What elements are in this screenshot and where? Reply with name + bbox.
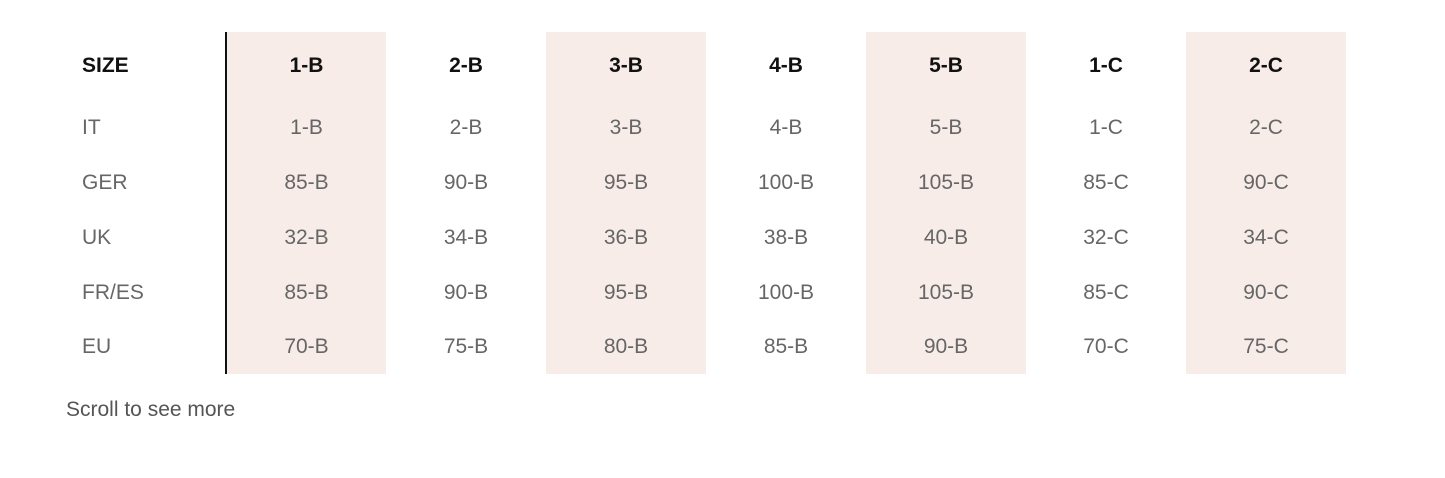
header-size-1-b: 1-B (226, 32, 386, 100)
header-size-5-b: 5-B (866, 32, 1026, 100)
table-cell: 80-B (546, 320, 706, 374)
table-cell: 34-B (443, 225, 489, 249)
table-cell: 40-B (866, 210, 1026, 265)
table-row-it: IT 1-B 2-B 3-B 4-B 5-B 1-C 2-C (66, 100, 1346, 155)
table-row-eu: EU 70-B 75-B 80-B 85-B 90-B 70-C 75-C (66, 320, 1346, 374)
header-size-4-b: 4-B (769, 54, 803, 77)
table-cell: 100-B (757, 280, 815, 304)
table-cell: 32-C (1083, 225, 1129, 249)
table-cell: 85-C (1083, 170, 1129, 194)
table-cell: 5-B (866, 100, 1026, 155)
table-cell: 90-B (443, 170, 489, 194)
table-cell: 2-B (449, 115, 483, 139)
header-size-2-b: 2-B (449, 54, 483, 77)
table-row-ger: GER 85-B 90-B 95-B 100-B 105-B 85-C 90-C (66, 155, 1346, 210)
table-cell: 85-B (226, 265, 386, 320)
table-cell: 36-B (546, 210, 706, 265)
table-cell: 3-B (546, 100, 706, 155)
row-label-ger: GER (66, 155, 227, 210)
size-chart-table: SIZE 1-B 2-B 3-B 4-B 5-B 1-C 2-C IT 1-B … (66, 32, 1346, 374)
table-header-row: SIZE 1-B 2-B 3-B 4-B 5-B 1-C 2-C (66, 32, 1346, 100)
table-cell: 95-B (546, 155, 706, 210)
row-label-it: IT (66, 100, 227, 155)
size-table-scroll-container[interactable]: SIZE 1-B 2-B 3-B 4-B 5-B 1-C 2-C IT 1-B … (66, 32, 1346, 374)
table-cell: 70-C (1083, 335, 1129, 358)
table-cell: 75-C (1186, 320, 1346, 374)
table-cell: 34-C (1186, 210, 1346, 265)
header-size-2-c: 2-C (1186, 32, 1346, 100)
table-cell: 85-B (226, 155, 386, 210)
table-cell: 2-C (1186, 100, 1346, 155)
table-cell: 38-B (763, 225, 809, 249)
row-label-fr-es: FR/ES (66, 265, 227, 320)
table-cell: 32-B (226, 210, 386, 265)
header-size-3-b: 3-B (546, 32, 706, 100)
row-label-eu: EU (66, 320, 227, 374)
table-row-uk: UK 32-B 34-B 36-B 38-B 40-B 32-C 34-C (66, 210, 1346, 265)
header-label-size: SIZE (66, 32, 227, 100)
table-cell: 75-B (443, 335, 489, 358)
table-cell: 70-B (226, 320, 386, 374)
table-cell: 90-B (443, 280, 489, 304)
table-cell: 90-B (866, 320, 1026, 374)
table-cell: 4-B (769, 115, 803, 139)
table-cell: 85-B (763, 335, 809, 358)
row-label-uk: UK (66, 210, 227, 265)
table-cell: 105-B (866, 155, 1026, 210)
table-row-fr-es: FR/ES 85-B 90-B 95-B 100-B 105-B 85-C 90… (66, 265, 1346, 320)
header-size-1-c: 1-C (1089, 54, 1123, 77)
table-cell: 105-B (866, 265, 1026, 320)
table-cell: 85-C (1083, 280, 1129, 304)
table-cell: 100-B (757, 170, 815, 194)
scroll-hint-text: Scroll to see more (66, 398, 236, 421)
table-cell: 1-B (226, 100, 386, 155)
table-cell: 1-C (1089, 115, 1123, 139)
table-cell: 90-C (1186, 265, 1346, 320)
table-cell: 90-C (1186, 155, 1346, 210)
table-cell: 95-B (546, 265, 706, 320)
